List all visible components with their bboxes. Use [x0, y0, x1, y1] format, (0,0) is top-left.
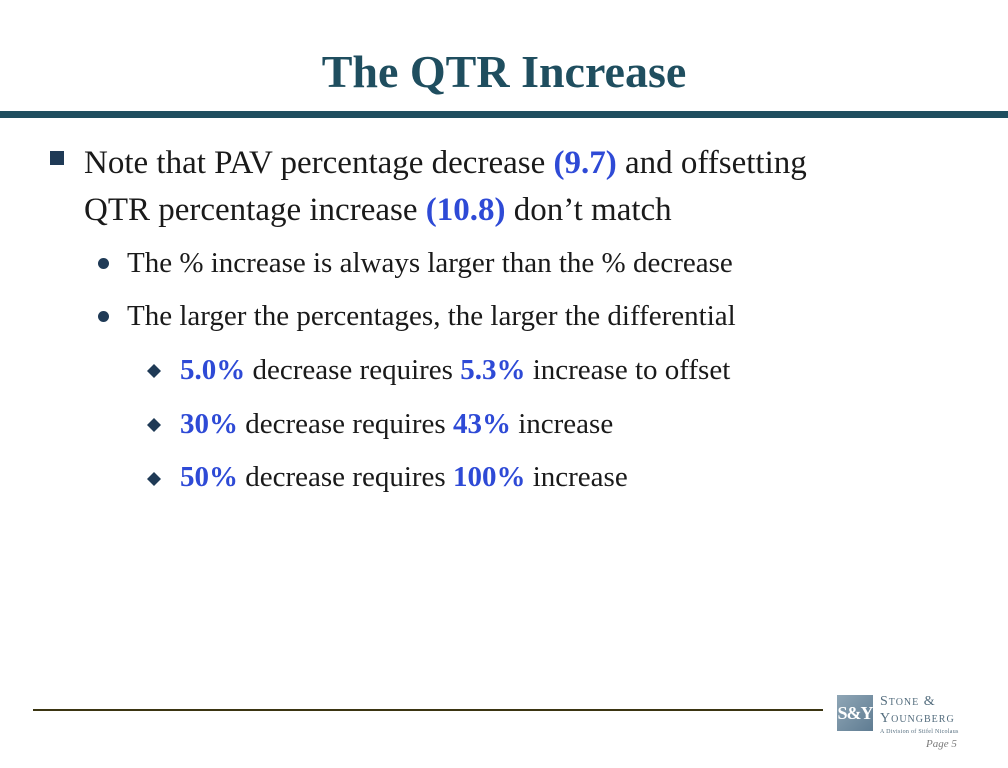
diamond-bullet-icon — [147, 472, 161, 486]
page-number: Page 5 — [926, 738, 957, 750]
example-decrease-value: 30% — [180, 408, 238, 440]
example-middle-text: decrease requires — [238, 461, 453, 493]
diamond-bullet-icon — [147, 418, 161, 432]
example-line: 50% decrease requires 100% increase — [180, 457, 628, 497]
main-bullet-text: Note that PAV percentage decrease (9.7) … — [84, 140, 984, 234]
main-bullet-square — [50, 151, 64, 165]
sub-bullet-text: The larger the percentages, the larger t… — [127, 300, 736, 332]
example-line: 30% decrease requires 43% increase — [180, 404, 613, 444]
highlight-qtr-value: (10.8) — [425, 192, 506, 228]
title-underline — [0, 111, 1008, 118]
main-text-4: don’t match — [505, 192, 672, 228]
example-increase-value: 5.3% — [460, 354, 526, 386]
company-name-line2: Youngberg — [880, 711, 955, 726]
footer-divider — [33, 709, 823, 711]
example-middle-text: decrease requires — [238, 408, 453, 440]
sub-bullet-dot — [98, 311, 109, 322]
example-middle-text: decrease requires — [245, 354, 461, 386]
highlight-pav-value: (9.7) — [553, 145, 617, 181]
example-tail-text: increase — [510, 408, 614, 440]
example-tail-text: increase — [525, 461, 628, 493]
example-increase-value: 100% — [452, 461, 526, 493]
company-name-line1: Stone & — [880, 694, 936, 709]
example-decrease-value: 50% — [180, 461, 238, 493]
company-logo-mark: S&Y — [837, 695, 874, 731]
company-subtitle: A Division of Stifel Nicolaus — [880, 729, 959, 735]
example-decrease-value: 5.0% — [180, 354, 246, 386]
main-text-3: QTR percentage increase — [84, 192, 426, 228]
sub-bullet-text: The % increase is always larger than the… — [127, 247, 733, 279]
slide-title: The QTR Increase — [321, 46, 687, 97]
diamond-bullet-icon — [147, 364, 161, 378]
main-text-2: and offsetting — [616, 145, 807, 181]
example-line: 5.0% decrease requires 5.3% increase to … — [180, 350, 730, 390]
main-text-1: Note that PAV percentage decrease — [84, 145, 554, 181]
example-increase-value: 43% — [452, 408, 511, 440]
example-tail-text: increase to offset — [525, 354, 731, 386]
sub-bullet-dot — [98, 258, 109, 269]
